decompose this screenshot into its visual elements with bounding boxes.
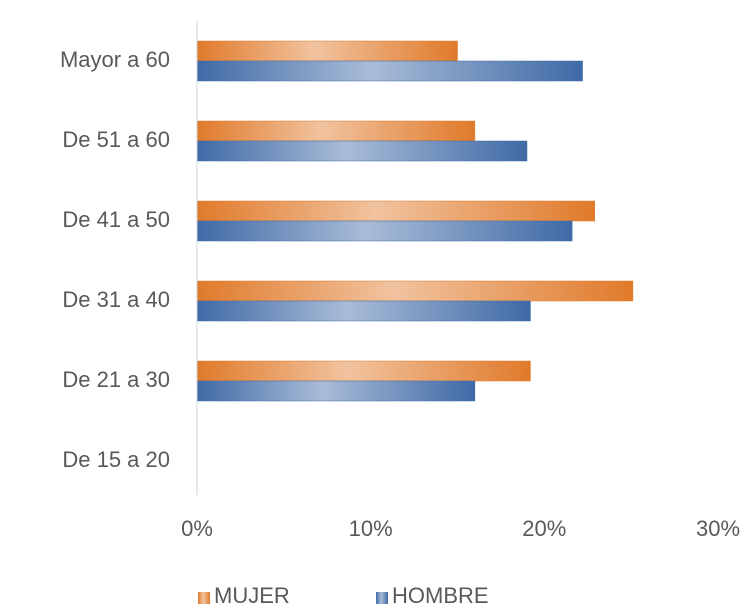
y-tick-label: De 15 a 20: [62, 447, 170, 472]
x-tick-label: 10%: [349, 516, 393, 541]
bar: [196, 300, 531, 322]
y-tick-label: De 51 a 60: [62, 127, 170, 152]
bar: [196, 380, 476, 402]
y-tick-label: De 21 a 30: [62, 367, 170, 392]
x-tick-label: 0%: [181, 516, 213, 541]
legend-label: MUJER: [214, 583, 290, 608]
bar: [196, 200, 595, 222]
bar: [196, 220, 573, 242]
y-tick-label: De 31 a 40: [62, 287, 170, 312]
y-tick-label: Mayor a 60: [60, 47, 170, 72]
bar: [196, 40, 458, 62]
bar: [196, 280, 634, 302]
x-tick-label: 20%: [522, 516, 566, 541]
bar: [196, 360, 531, 382]
bar: [196, 120, 476, 142]
y-tick-label: De 41 a 50: [62, 207, 170, 232]
x-tick-label: 30%: [696, 516, 740, 541]
legend-label: HOMBRE: [392, 583, 489, 608]
bar: [196, 60, 583, 82]
bar: [196, 140, 528, 162]
legend-swatch: [376, 592, 388, 604]
legend-swatch: [198, 592, 210, 604]
